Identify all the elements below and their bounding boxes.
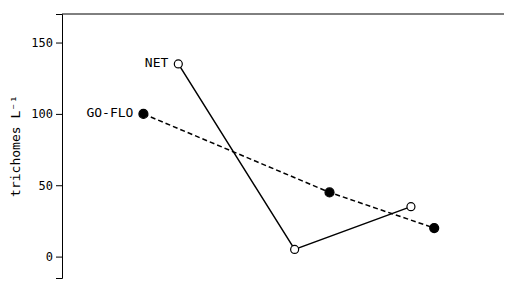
series [174,60,415,254]
series-label: GO-FLO [86,105,133,120]
series-point [430,224,439,233]
series-line [143,114,434,228]
y-axis-line [56,15,63,279]
series-line [178,64,411,250]
y-tick-label: 0 [46,250,53,264]
y-tick-label: 150 [31,36,53,50]
y-tick-mark [56,43,62,44]
series-point [407,203,415,211]
y-tick-label: 100 [31,107,53,121]
y-tick-mark [56,185,62,186]
y-tick-mark [56,114,62,115]
plot-area: 0 50 100 150 NET GO-FLO [31,14,504,279]
series [139,109,439,232]
y-tick-label: 50 [39,179,53,193]
series-label: NET [145,55,169,70]
series-point [325,188,334,197]
y-axis: 0 50 100 150 [31,15,62,279]
y-tick-mark [56,257,62,258]
plot-frame-top [62,14,504,15]
series-labels: NET GO-FLO [86,55,168,120]
series-point [139,109,148,118]
y-tick: 150 [31,36,62,50]
series-group [139,60,439,254]
y-tick: 50 [39,179,62,193]
y-tick: 0 [46,250,62,264]
y-axis-label: trichomes L⁻¹ [8,95,23,197]
y-tick: 100 [31,107,62,121]
series-point [291,245,299,253]
chart-container: 0 50 100 150 NET GO-FLO trichomes L⁻¹ [0,0,520,292]
chart-svg: 0 50 100 150 NET GO-FLO trichomes L⁻¹ [0,0,520,292]
series-point [174,60,182,68]
